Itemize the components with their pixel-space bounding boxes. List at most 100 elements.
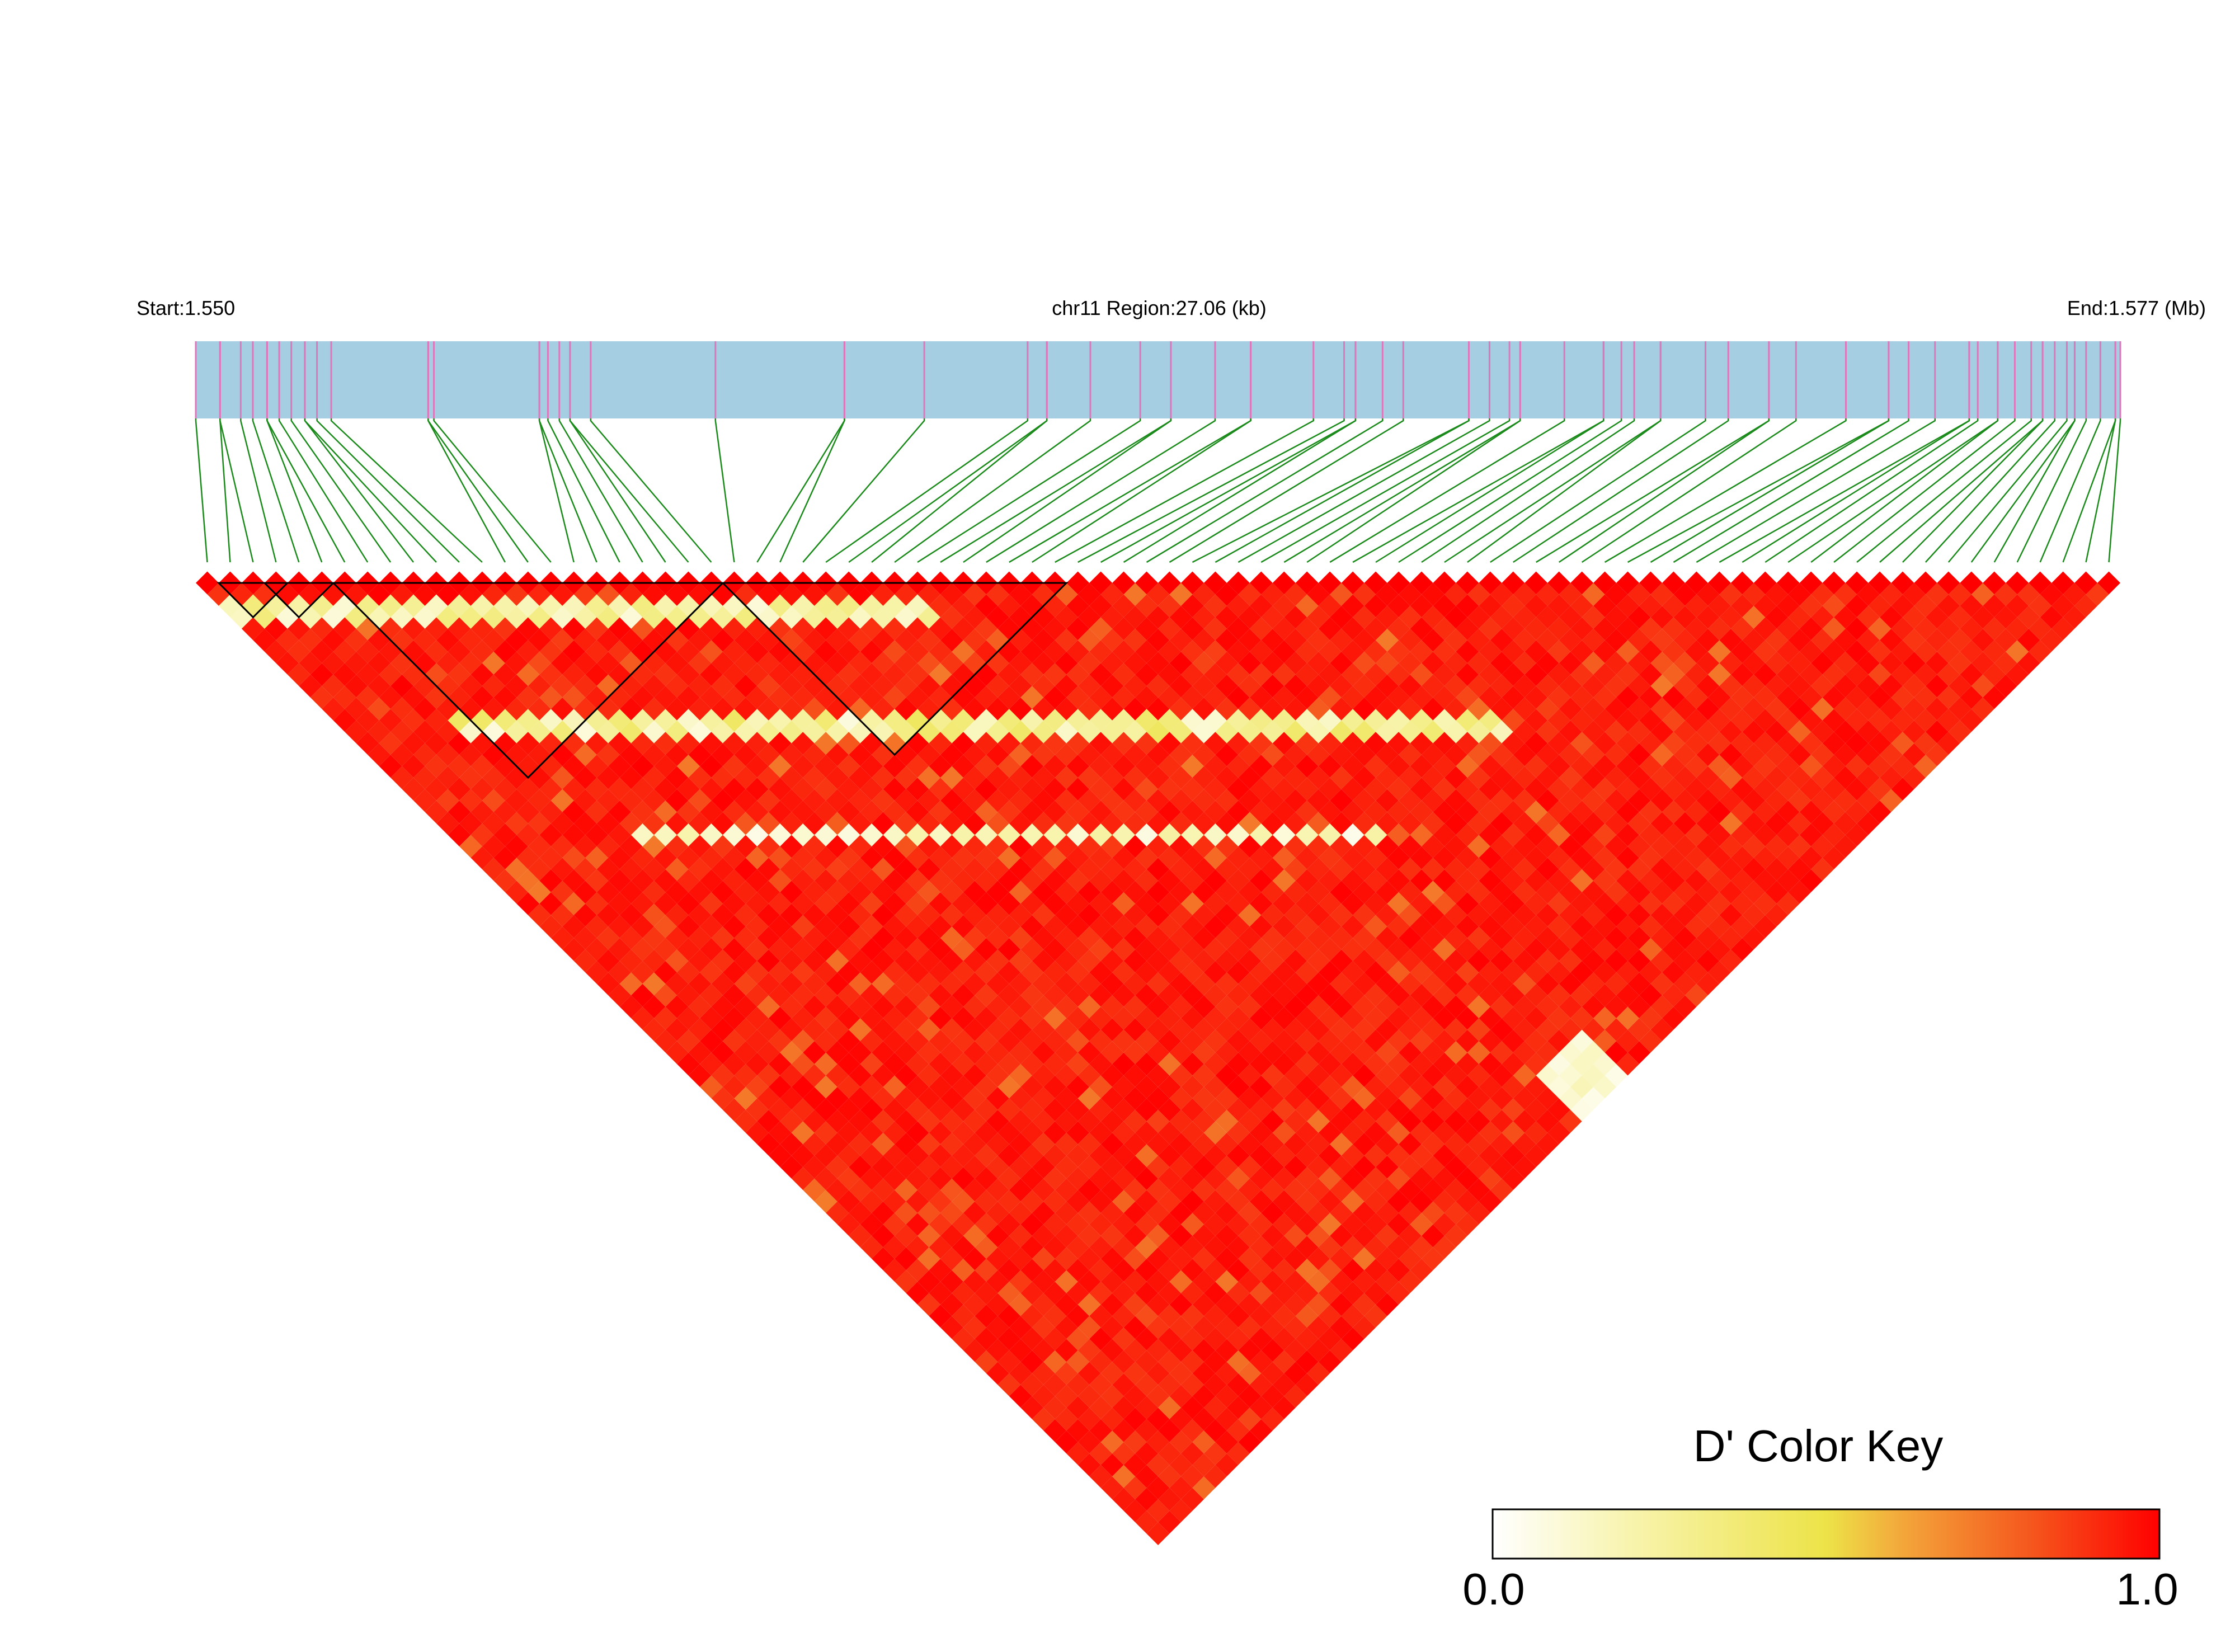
ld-cell [929, 1006, 952, 1030]
ld-cell [1295, 1236, 1319, 1259]
ld-cell [1203, 1052, 1227, 1076]
ld-cell [1582, 789, 1605, 812]
ld-cell [1226, 1419, 1250, 1442]
ld-cell [1925, 720, 1949, 743]
ld-cell [1100, 1247, 1124, 1270]
ld-cell [1502, 755, 1525, 778]
ld-block-outlines [217, 582, 1069, 779]
ld-cell [1444, 881, 1467, 904]
ld-cell [1226, 892, 1250, 915]
ld-cell [1272, 709, 1296, 732]
ld-cell [826, 1109, 849, 1133]
ld-cell [1467, 651, 1490, 675]
ld-cell [1513, 766, 1536, 789]
ld-cell [1020, 961, 1044, 984]
ld-cell [1524, 846, 1548, 869]
ld-cell [1055, 1385, 1078, 1408]
ld-cell [1444, 1201, 1467, 1225]
ld-cell [1685, 755, 1708, 778]
ld-cell [1284, 651, 1307, 675]
ld-cell [1707, 823, 1731, 846]
ld-cell [1467, 903, 1490, 927]
ld-cell [963, 1178, 986, 1202]
ld-cell [1169, 789, 1193, 812]
ld-cell [2086, 583, 2109, 606]
ld-cell [1158, 1052, 1181, 1076]
ld-cell [1066, 1327, 1090, 1350]
ld-cell [1032, 1201, 1055, 1225]
ld-cell [1582, 1018, 1605, 1042]
ld-cell [1376, 789, 1399, 812]
ld-cell [1318, 823, 1342, 846]
ld-cell [1055, 1178, 1078, 1202]
ld-cell [1020, 1052, 1044, 1076]
ld-cell [1043, 1305, 1067, 1328]
ld-cell [1112, 1282, 1136, 1305]
ld-cell [1318, 755, 1342, 778]
ld-cell [872, 1247, 895, 1270]
ld-cell [1444, 995, 1467, 1019]
ld-cell [711, 881, 735, 904]
ld-cell [895, 949, 917, 973]
ld-cell [1192, 812, 1216, 835]
snp-diagonal-cell [1799, 571, 1823, 595]
ld-cell [448, 732, 471, 755]
ld-cell [1868, 663, 1891, 686]
ld-cell [1261, 812, 1284, 835]
ld-cell [986, 628, 1009, 652]
ld-cell [562, 823, 586, 846]
ld-cell [287, 617, 310, 641]
ld-cell [768, 686, 792, 709]
ld-cell [1421, 972, 1444, 996]
ld-cell [1399, 766, 1422, 789]
ld-cell [1364, 709, 1387, 732]
ld-cell [1203, 732, 1227, 755]
ld-cell [1650, 583, 1674, 606]
ld-cell [1020, 869, 1044, 892]
ld-cell [1249, 709, 1273, 732]
ld-cell [1066, 755, 1090, 778]
ld-cell [1524, 594, 1548, 618]
ld-cell [1032, 1178, 1055, 1202]
ld-cell [1055, 835, 1078, 858]
snp-diagonal-cell [1112, 571, 1136, 595]
ld-cell [2063, 583, 2086, 606]
ld-cell [1627, 605, 1651, 629]
ld-cell [1146, 651, 1170, 675]
ld-cell [1433, 1236, 1456, 1259]
ld-cell [849, 1178, 872, 1202]
ld-cell [849, 995, 872, 1019]
ld-cell [1318, 1029, 1342, 1053]
ld-cell [1261, 789, 1284, 812]
ld-cell [883, 1144, 906, 1168]
ld-cell [1513, 995, 1536, 1019]
ld-cell [299, 651, 322, 675]
ld-cell [1364, 869, 1387, 892]
ld-cell [1318, 801, 1342, 823]
ld-cell [780, 1132, 803, 1156]
ld-cell [1180, 1305, 1204, 1328]
ld-cell [895, 697, 917, 721]
ld-cell [1238, 881, 1262, 904]
ld-cell [1410, 846, 1433, 869]
ld-cell [1295, 594, 1319, 618]
ld-cell [608, 732, 632, 755]
ld-cell [333, 709, 356, 732]
ld-cell [1318, 1282, 1342, 1305]
ld-cell [1513, 720, 1536, 743]
ld-cell [997, 1144, 1021, 1168]
ld-cell [505, 858, 528, 881]
snp-connector [756, 418, 845, 563]
ld-cell [940, 1270, 963, 1293]
ld-cell [1707, 663, 1731, 686]
ld-cell [573, 766, 597, 789]
ld-cell [322, 674, 345, 698]
ld-cell [1673, 903, 1697, 927]
ld-cell [1513, 949, 1536, 973]
ld-cell [1009, 628, 1032, 652]
ld-cell [917, 697, 940, 721]
ld-cell [1020, 983, 1044, 1007]
ld-cell [1192, 881, 1216, 904]
ld-cell [1559, 949, 1582, 973]
ld-cell [906, 663, 929, 686]
